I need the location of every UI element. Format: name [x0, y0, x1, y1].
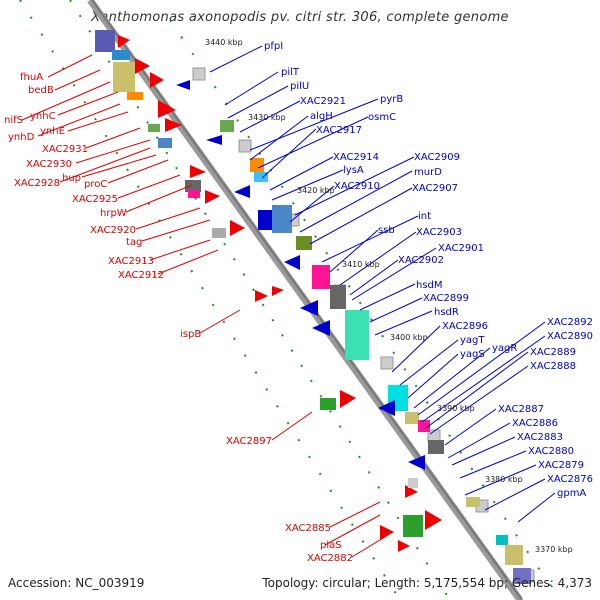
gene-label[interactable]: ispB	[180, 329, 201, 340]
gene-label[interactable]: XAC2921	[300, 96, 346, 107]
left-gene-blocks	[95, 30, 442, 552]
gene-label[interactable]: XAC2901	[438, 243, 484, 254]
gene-label[interactable]: XAC2896	[442, 321, 488, 332]
gene-label[interactable]: XAC2880	[528, 446, 574, 457]
gene-label[interactable]: XAC2907	[412, 183, 458, 194]
scale-label: 3440 kbp	[205, 38, 243, 47]
right-gene-labels: pfpI pilT pilU XAC2921 pyrB algH osmC XA…	[264, 41, 593, 499]
gene-label[interactable]: pfpI	[264, 41, 283, 52]
gene-label[interactable]: yagS	[460, 349, 485, 360]
gene-label[interactable]: ssb	[378, 225, 395, 236]
gene-label[interactable]: XAC2897	[226, 436, 272, 447]
gene-label[interactable]: algH	[310, 111, 333, 122]
gene-label[interactable]: XAC2902	[398, 255, 444, 266]
scale-label: 3380 kbp	[485, 475, 523, 484]
gene-label[interactable]: XAC2882	[307, 553, 353, 564]
gene-label[interactable]: XAC2925	[72, 194, 118, 205]
gene-label[interactable]: hrpW	[100, 208, 127, 219]
gene-label[interactable]: pilT	[281, 67, 300, 78]
gene-label[interactable]: proC	[84, 179, 107, 190]
gene-label[interactable]: XAC2876	[547, 474, 593, 485]
gene-label[interactable]: XAC2914	[333, 152, 379, 163]
gene-label[interactable]: XAC2885	[285, 523, 331, 534]
scale-label: 3400 kbp	[390, 333, 428, 342]
gene-label[interactable]: XAC2912	[118, 270, 164, 281]
gene-label[interactable]: XAC2913	[108, 256, 154, 267]
gene-label[interactable]: XAC2889	[530, 347, 576, 358]
gene-label[interactable]: XAC2910	[334, 181, 380, 192]
gene-label[interactable]: fhuA	[20, 72, 43, 83]
scale-label: 3370 kbp	[535, 545, 573, 554]
gene-label[interactable]: ynhD	[8, 132, 35, 143]
scale-label: 3410 kbp	[342, 260, 380, 269]
gene-label[interactable]: hsdM	[416, 280, 443, 291]
backbone-line	[87, 0, 523, 600]
gene-label[interactable]: nifS	[4, 115, 23, 126]
gene-label[interactable]: bedB	[28, 85, 54, 96]
gene-label[interactable]: lysA	[343, 165, 364, 176]
gene-label[interactable]: hup	[62, 173, 81, 184]
gene-label[interactable]: XAC2920	[90, 225, 136, 236]
gene-label[interactable]: yagT	[460, 335, 485, 346]
gene-label[interactable]: XAC2930	[26, 159, 72, 170]
gene-label[interactable]: tag	[126, 237, 142, 248]
gene-label[interactable]: XAC2903	[416, 227, 462, 238]
left-gene-labels: fhuA bedB nifS ynhC ynhD ynhE XAC2931 XA…	[4, 72, 353, 564]
gene-label[interactable]: XAC2931	[42, 144, 88, 155]
backbone-shadow	[91, 0, 523, 600]
scale-label: 3420 kbp	[297, 186, 335, 195]
gene-label[interactable]: XAC2879	[538, 460, 584, 471]
right-leader-lines	[209, 45, 556, 523]
gene-label[interactable]: murD	[414, 167, 442, 178]
gene-label[interactable]: XAC2883	[517, 432, 563, 443]
gene-label[interactable]: hsdR	[434, 307, 459, 318]
left-leader-lines	[21, 54, 389, 558]
gene-label[interactable]: XAC2888	[530, 361, 576, 372]
gene-label[interactable]: pyrB	[380, 94, 403, 105]
gene-label[interactable]: plaS	[320, 540, 342, 551]
gene-label[interactable]: XAC2886	[512, 418, 558, 429]
gene-label[interactable]: osmC	[368, 112, 396, 123]
gene-label[interactable]: XAC2890	[547, 331, 593, 342]
gene-label[interactable]: pilU	[290, 81, 309, 92]
gene-label[interactable]: int	[418, 211, 431, 222]
gene-label[interactable]: gpmA	[557, 488, 586, 499]
gene-label[interactable]: XAC2917	[316, 125, 362, 136]
genome-title: Xanthomonas axonopodis pv. citri str. 30…	[91, 10, 509, 25]
gene-label[interactable]: XAC2887	[498, 404, 544, 415]
accession-text: Accession: NC_003919	[8, 576, 145, 590]
gene-label[interactable]: ynhE	[40, 126, 65, 137]
gene-label[interactable]: XAC2928	[14, 178, 60, 189]
scale-label: 3390 kbp	[437, 404, 475, 413]
gene-label[interactable]: ynhC	[30, 111, 56, 122]
genome-summary: Topology: circular; Length: 5,175,554 bp…	[262, 576, 592, 590]
gene-label[interactable]: XAC2892	[547, 317, 593, 328]
gene-label[interactable]: XAC2899	[423, 293, 469, 304]
gene-label[interactable]: XAC2909	[414, 152, 460, 163]
gene-label[interactable]: yagR	[492, 343, 517, 354]
right-gene-blocks	[176, 80, 531, 584]
scale-label: 3430 kbp	[248, 113, 286, 122]
